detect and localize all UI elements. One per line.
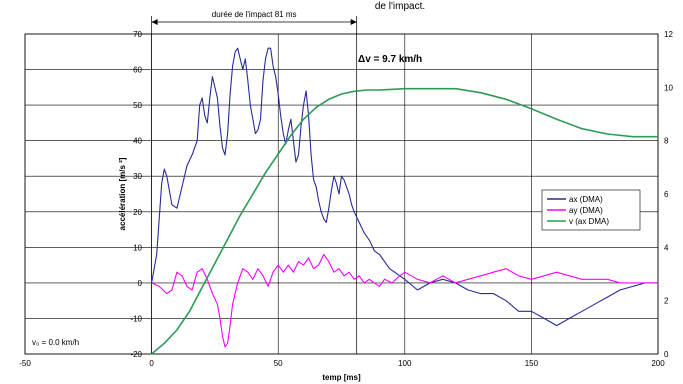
y-right-tick-label: 8 [664, 137, 669, 146]
y-left-tick-label: 0 [138, 279, 143, 288]
v0-label: v₀ = 0.0 km/h [32, 338, 79, 347]
delta-v-label: Δv = 9.7 km/h [358, 54, 422, 65]
series-line-0 [151, 47, 658, 327]
y-left-tick-label: 50 [133, 101, 142, 110]
legend: ax (DMA) ay (DMA) v (ax DMA) [541, 189, 641, 231]
plot-frame [24, 33, 659, 355]
y-left-tick-label: 70 [133, 30, 142, 39]
y-right-tick-label: 4 [664, 243, 669, 252]
y-right-tick-label: 12 [664, 30, 673, 39]
annotations: durée de l'impact 81 ms Δv = 9.7 km/h v₀ =… [32, 10, 422, 354]
legend-label: v (ax DMA) [569, 217, 609, 226]
series-line-2 [151, 87, 658, 355]
y-left-tick-label: -10 [130, 314, 142, 323]
x-tick-label: 100 [398, 359, 412, 368]
arrowhead-right [350, 19, 357, 25]
arrowhead-left [151, 19, 158, 25]
x-axis-title: temp [ms] [322, 373, 361, 382]
y-right-tick-label: 2 [664, 297, 669, 306]
series-layer [151, 47, 658, 355]
y-right-tick-label: 10 [664, 83, 673, 92]
y-left-tick-label: 60 [133, 66, 142, 75]
impact-duration-label: durée de l'impact 81 ms [212, 10, 297, 19]
x-tick-label: 0 [149, 359, 154, 368]
y-left-tick-label: 10 [133, 243, 142, 252]
x-tick-label: 50 [274, 359, 283, 368]
y-left-tick-label: 40 [133, 137, 142, 146]
y-right-tick-label: 6 [664, 190, 669, 199]
series-line-1 [151, 253, 658, 348]
y-left-tick-label: 20 [133, 208, 142, 217]
x-tick-label: -50 [19, 359, 31, 368]
y-right-tick-label: 0 [664, 350, 669, 359]
y-left-tick-label: -20 [130, 350, 142, 359]
chart-title-fragment: de l'impact. [375, 1, 425, 12]
legend-label: ay (DMA) [569, 206, 603, 215]
legend-label: ax (DMA) [569, 195, 603, 204]
x-tick-label: 200 [651, 359, 665, 368]
y-axis-title: accélération [m/s ²] [118, 157, 127, 230]
y-left-tick-label: 30 [133, 172, 142, 181]
x-tick-label: 150 [525, 359, 539, 368]
